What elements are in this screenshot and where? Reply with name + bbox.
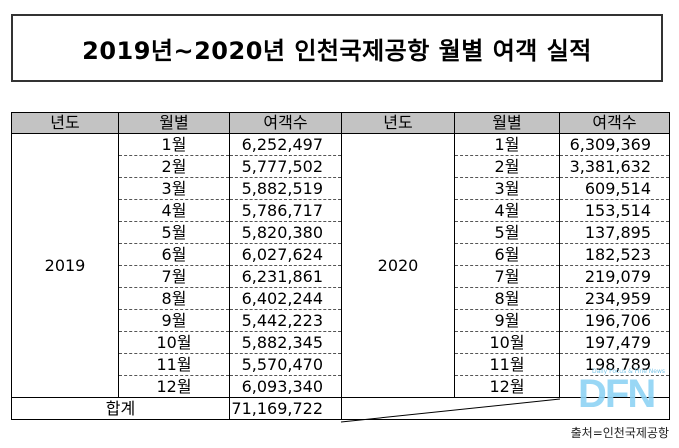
month-cell: 12월 — [118, 375, 230, 398]
passenger-table: 년도 월별 여객수 년도 월별 여객수 2019 1월 6,252,497 2020 1… — [11, 112, 670, 420]
month-cell: 10월 — [118, 331, 230, 354]
header-year: 년도 — [11, 112, 119, 134]
month-cell: 6월 — [454, 243, 560, 266]
passengers-2019-cell: 5,442,223 — [229, 309, 342, 332]
passengers-2019-cell: 5,777,502 — [229, 155, 342, 178]
passengers-2020-cell: 153,514 — [559, 199, 670, 222]
table-row: 6월 6,027,624 6월 182,523 — [12, 243, 670, 266]
month-cell: 1월 — [454, 133, 560, 156]
passengers-2019-cell: 5,820,380 — [229, 221, 342, 244]
passengers-2020-cell: 6,309,369 — [559, 133, 670, 156]
table-row: 7월 6,231,861 7월 219,079 — [12, 265, 670, 288]
month-cell: 2월 — [454, 155, 560, 178]
month-cell: 5월 — [118, 221, 230, 244]
dfn-logo: DFN Daily Focus & Fine News — [568, 366, 668, 424]
passengers-2019-cell: 5,786,717 — [229, 199, 342, 222]
header-month: 월별 — [454, 112, 560, 134]
total-label: 합계 — [11, 397, 230, 420]
passengers-2020-cell: 197,479 — [559, 331, 670, 354]
month-cell: 10월 — [454, 331, 560, 354]
table-row: 4월 5,786,717 4월 153,514 — [12, 199, 670, 222]
passengers-2020-cell: 182,523 — [559, 243, 670, 266]
table-header-row: 년도 월별 여객수 년도 월별 여객수 — [11, 112, 670, 134]
month-cell: 4월 — [118, 199, 230, 222]
month-cell: 12월 — [454, 375, 560, 398]
table-row: 3월 5,882,519 3월 609,514 — [12, 177, 670, 200]
source-caption: 출처=인천국제공항 — [570, 426, 669, 440]
month-cell: 3월 — [118, 177, 230, 200]
month-cell: 2월 — [118, 155, 230, 178]
table-row: 5월 5,820,380 5월 137,895 — [12, 221, 670, 244]
month-cell: 3월 — [454, 177, 560, 200]
title-box: 2019년~2020년 인천국제공항 월별 여객 실적 — [11, 14, 663, 82]
passengers-2020-cell: 3,381,632 — [559, 155, 670, 178]
month-cell: 8월 — [118, 287, 230, 310]
passengers-2020-cell: 219,079 — [559, 265, 670, 288]
month-cell: 9월 — [454, 309, 560, 332]
month-cell: 7월 — [454, 265, 560, 288]
passengers-2019-cell: 6,027,624 — [229, 243, 342, 266]
passengers-2020-cell: 609,514 — [559, 177, 670, 200]
month-cell: 4월 — [454, 199, 560, 222]
table-row: 8월 6,402,244 8월 234,959 — [12, 287, 670, 310]
month-cell: 11월 — [454, 353, 560, 376]
month-cell: 9월 — [118, 309, 230, 332]
passengers-2019-cell: 5,882,345 — [229, 331, 342, 354]
passengers-2020-cell: 196,706 — [559, 309, 670, 332]
month-cell: 5월 — [454, 221, 560, 244]
passengers-2019-cell: 6,402,244 — [229, 287, 342, 310]
header-month: 월별 — [118, 112, 230, 134]
header-passengers: 여객수 — [559, 112, 670, 134]
logo-tagline: Daily Focus & Fine News — [592, 368, 666, 375]
header-passengers: 여객수 — [229, 112, 342, 134]
month-cell: 1월 — [118, 133, 230, 156]
passengers-2020-cell: 234,959 — [559, 287, 670, 310]
month-cell: 7월 — [118, 265, 230, 288]
passengers-2020-cell: 137,895 — [559, 221, 670, 244]
month-cell: 8월 — [454, 287, 560, 310]
month-cell: 6월 — [118, 243, 230, 266]
year-2019-cell: 2019 — [11, 133, 119, 398]
month-cell: 11월 — [118, 353, 230, 376]
table-row: 2019 1월 6,252,497 2020 1월 6,309,369 — [11, 133, 670, 398]
passengers-2019-cell: 6,093,340 — [229, 375, 342, 398]
passengers-2019-cell: 6,252,497 — [229, 133, 342, 156]
logo-text: DFN — [578, 372, 656, 416]
year-2020-cell: 2020 — [341, 133, 455, 398]
passengers-2019-cell: 6,231,861 — [229, 265, 342, 288]
passengers-2019-cell: 5,570,470 — [229, 353, 342, 376]
passengers-2020-cell: 198,789 — [559, 353, 670, 376]
page-title: 2019년~2020년 인천국제공항 월별 여객 실적 — [82, 36, 592, 65]
table-row: 10월 5,882,345 10월 197,479 — [12, 331, 670, 354]
passengers-2019-cell: 5,882,519 — [229, 177, 342, 200]
header-year: 년도 — [341, 112, 455, 134]
total-2019-value: 71,169,722 — [229, 397, 342, 420]
